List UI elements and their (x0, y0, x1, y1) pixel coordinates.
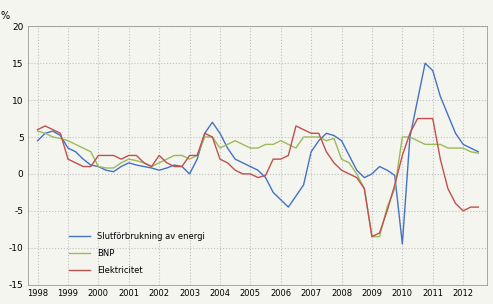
BNP (354, 172, 360, 176)
Elektricitet (50, 128, 56, 131)
Text: %: % (1, 11, 10, 21)
Slutförbrukning av energi (35, 139, 40, 143)
Slutförbrukning av energi (263, 176, 269, 179)
Slutförbrukning av energi (50, 129, 56, 133)
BNP (80, 146, 86, 150)
Slutförbrukning av energi (103, 168, 109, 172)
Elektricitet (80, 165, 86, 168)
BNP (475, 151, 481, 155)
Line: BNP: BNP (37, 131, 478, 237)
BNP (103, 166, 109, 170)
BNP (369, 235, 375, 238)
Slutförbrukning av energi (475, 150, 481, 154)
BNP (50, 135, 56, 139)
Line: Elektricitet: Elektricitet (37, 119, 478, 237)
Elektricitet (475, 205, 481, 209)
Slutförbrukning av energi (148, 166, 154, 170)
Elektricitet (263, 174, 269, 177)
Elektricitet (354, 176, 360, 179)
BNP (35, 129, 40, 133)
Elektricitet (415, 117, 421, 120)
Slutförbrukning av energi (422, 61, 428, 65)
Elektricitet (369, 235, 375, 238)
BNP (263, 143, 269, 146)
Elektricitet (35, 128, 40, 131)
Slutförbrukning av energi (80, 157, 86, 161)
Legend: Slutförbrukning av energi, BNP, Elektricitet: Slutförbrukning av energi, BNP, Elektric… (70, 232, 205, 275)
Slutförbrukning av energi (399, 242, 405, 246)
Line: Slutförbrukning av energi: Slutförbrukning av energi (37, 63, 478, 244)
Elektricitet (148, 165, 154, 168)
BNP (148, 165, 154, 168)
Slutförbrukning av energi (354, 168, 360, 172)
Elektricitet (103, 154, 109, 157)
